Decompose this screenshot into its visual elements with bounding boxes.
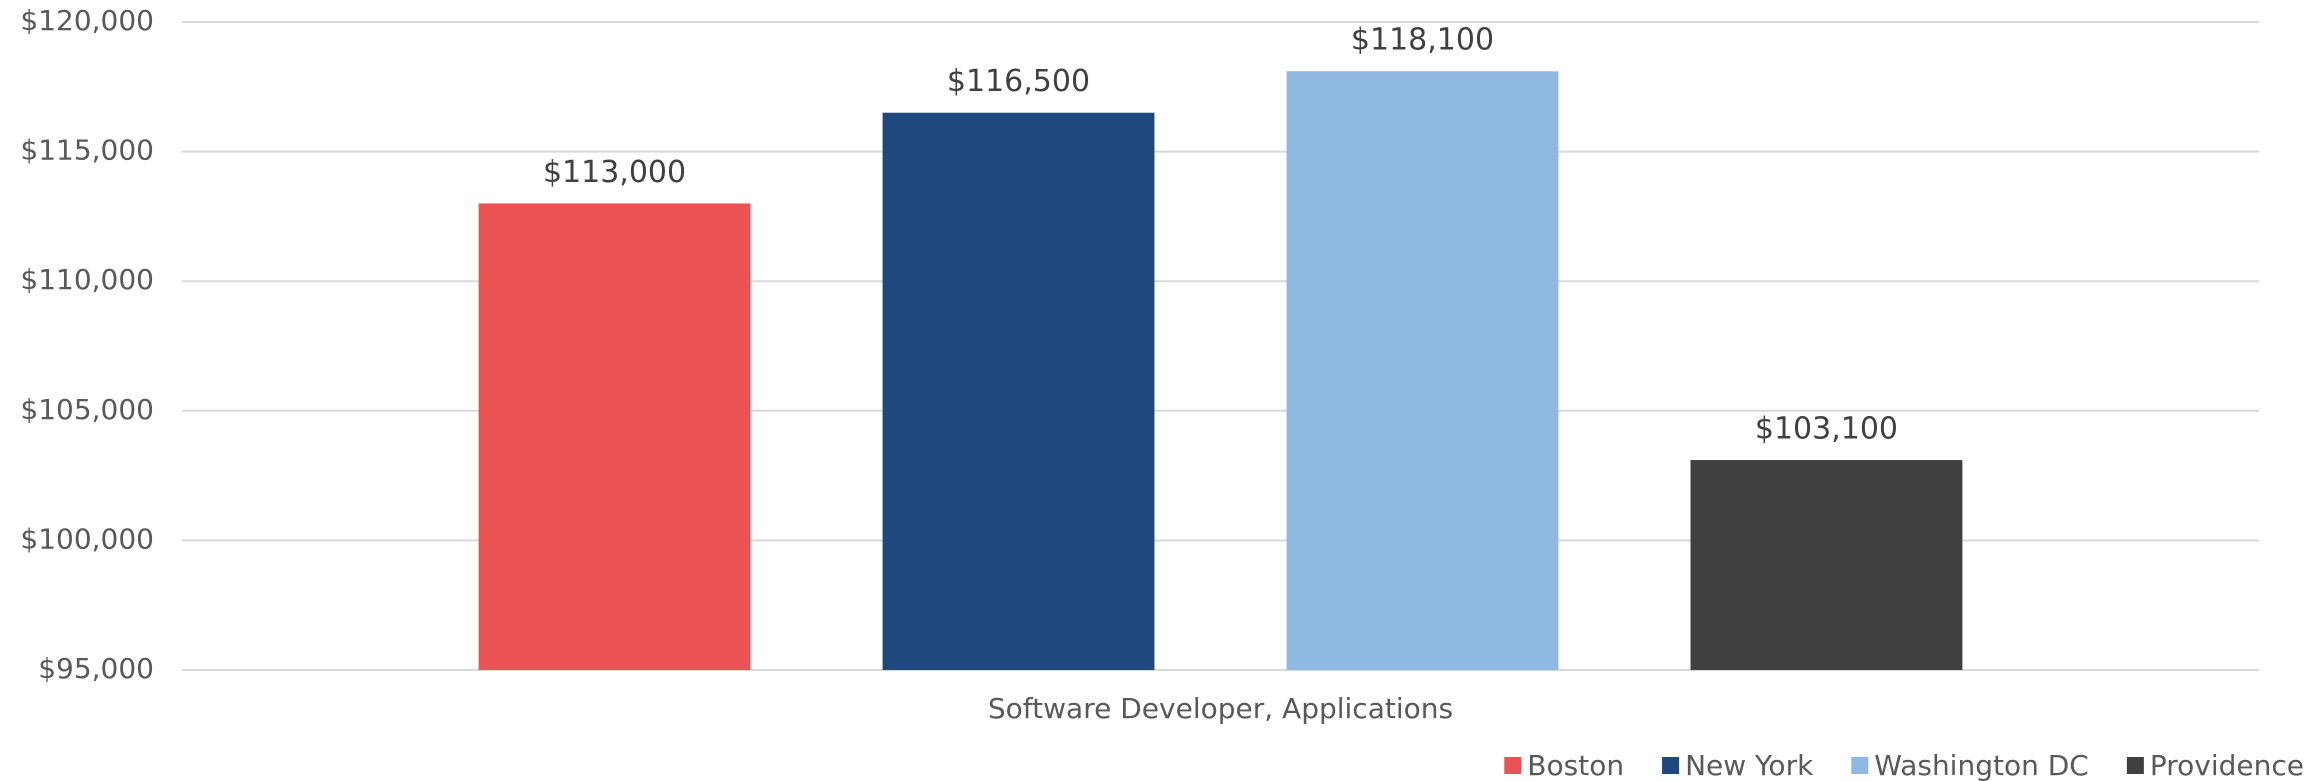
x-tick-label: Software Developer, Applications [988, 692, 1453, 725]
y-tick-label: $100,000 [20, 522, 154, 555]
bar [1286, 71, 1559, 671]
bar [1690, 460, 1963, 670]
legend-label: Boston [1527, 749, 1624, 781]
data-label: $113,000 [543, 155, 686, 190]
legend-label: New York [1685, 749, 1814, 781]
bar [882, 112, 1155, 671]
y-tick-label: $115,000 [20, 134, 154, 167]
y-tick-label: $105,000 [20, 393, 154, 426]
bar [478, 203, 751, 670]
data-label: $116,500 [947, 64, 1090, 99]
legend-label: Providence [2150, 749, 2304, 781]
y-tick-label: $120,000 [20, 4, 154, 37]
legend-swatch [1504, 757, 1522, 774]
y-tick-label: $110,000 [20, 263, 154, 296]
legend-swatch [2126, 757, 2144, 774]
legend-label: Washington DC [1874, 749, 2089, 781]
legend-swatch [1851, 757, 1869, 774]
y-tick-label: $95,000 [38, 652, 154, 685]
data-label: $118,100 [1351, 23, 1494, 58]
legend-swatch [1662, 757, 1680, 774]
data-label: $103,100 [1755, 412, 1898, 447]
